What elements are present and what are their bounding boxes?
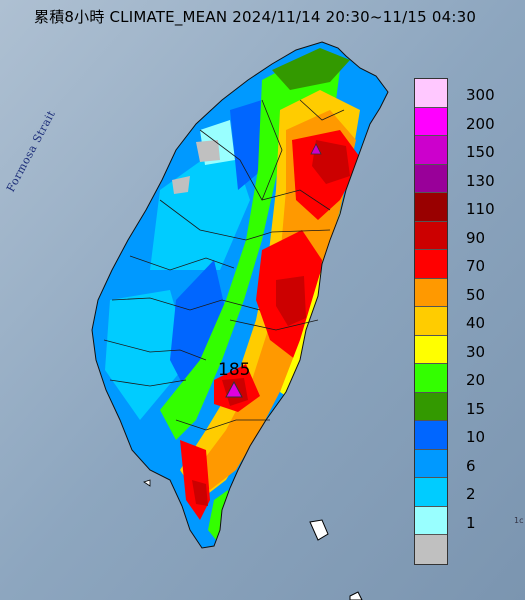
legend-label: 30 (466, 342, 486, 361)
legend-label: 10 (466, 428, 486, 446)
legend-swatch (415, 136, 447, 165)
legend-label: 200 (466, 114, 495, 133)
peak-marker (225, 380, 243, 398)
green-island (309, 519, 329, 541)
corner-mark: 1c (514, 516, 524, 525)
legend-swatch (415, 164, 447, 193)
legend-swatch (415, 193, 447, 222)
legend-label: 110 (466, 200, 495, 218)
legend-swatch (415, 392, 447, 421)
legend-swatch (415, 250, 447, 279)
legend-swatch (415, 478, 447, 507)
legend-swatch (415, 506, 447, 535)
peak-value-label: 185 (218, 360, 251, 380)
legend-swatch (415, 449, 447, 478)
legend-label: 70 (466, 257, 486, 275)
legend-label: 2 (466, 485, 476, 503)
legend-swatch (415, 421, 447, 450)
legend-color-bar (414, 78, 448, 565)
orchid-island (349, 591, 363, 600)
legend-label: 130 (466, 171, 495, 190)
legend-swatch (415, 535, 447, 564)
island-outline (91, 41, 389, 549)
map-title: 累積8小時 CLIMATE_MEAN 2024/11/14 20:30~11/1… (34, 8, 477, 26)
county-borders (103, 99, 345, 431)
legend-swatch (415, 335, 447, 364)
legend-label: 90 (466, 228, 486, 247)
legend-swatch (415, 364, 447, 393)
legend-label: 15 (466, 399, 486, 418)
legend-label: 6 (466, 456, 476, 475)
liuqiu-island (143, 479, 151, 487)
legend-swatch (415, 221, 447, 250)
legend-swatch (415, 79, 447, 108)
legend-label: 40 (466, 314, 486, 332)
legend-swatch (415, 107, 447, 136)
legend-label: 1 (466, 513, 476, 532)
station-marker (310, 143, 322, 155)
legend-swatch (415, 278, 447, 307)
legend-label: 300 (466, 86, 495, 104)
legend-swatch (415, 307, 447, 336)
legend-label: 50 (466, 285, 486, 304)
legend-label: 20 (466, 371, 486, 389)
legend-label: 150 (466, 143, 495, 161)
